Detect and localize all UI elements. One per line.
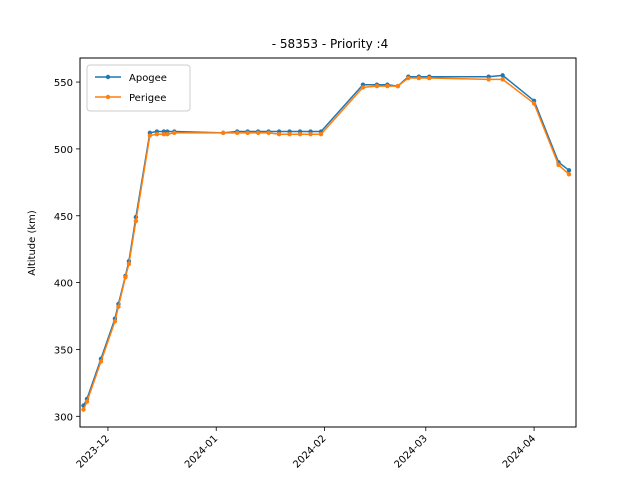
perigee-point	[147, 133, 153, 138]
perigee-point	[385, 83, 390, 89]
legend: Apogee Perigee	[86, 64, 191, 112]
legend-perigee-label: Perigee	[129, 93, 166, 104]
perigee-point	[486, 77, 491, 82]
legend-apogee-label: Apogee	[129, 73, 167, 84]
y-tick-label: 450	[54, 212, 73, 223]
perigee-point	[360, 85, 366, 90]
y-tick-label: 300	[54, 412, 73, 423]
perigee-point	[318, 132, 324, 137]
perigee-point	[427, 75, 432, 81]
perigee-point	[245, 130, 250, 136]
perigee-point	[255, 130, 261, 136]
legend-apogee-marker	[105, 74, 111, 80]
legend-perigee-marker	[105, 94, 111, 100]
y-axis-label: Altitude (km)	[27, 210, 38, 276]
perigee-point	[116, 304, 121, 309]
perigee-point	[308, 132, 313, 137]
perigee-point	[287, 132, 292, 137]
perigee-point	[221, 130, 226, 136]
perigee-point	[112, 319, 118, 324]
perigee-point	[395, 83, 401, 89]
perigee-point	[126, 261, 132, 267]
perigee-point	[297, 132, 303, 137]
perigee-point	[500, 77, 505, 82]
perigee-point	[84, 399, 90, 404]
y-tick-label: 400	[54, 279, 73, 290]
perigee-point	[276, 132, 282, 137]
y-tick-label: 550	[54, 78, 73, 89]
y-tick-label: 500	[54, 145, 73, 156]
perigee-point	[556, 162, 561, 168]
perigee-point	[234, 130, 240, 136]
perigee-point	[154, 132, 160, 137]
legend-box	[86, 64, 191, 112]
plot-frame	[79, 57, 577, 428]
perigee-point	[566, 172, 572, 177]
perigee-point	[374, 83, 380, 89]
perigee-point	[531, 101, 537, 106]
perigee-point	[165, 132, 170, 137]
perigee-point	[172, 130, 177, 136]
perigee-point	[98, 359, 104, 364]
perigee-point	[266, 130, 271, 136]
apogee-point	[566, 168, 572, 173]
chart-title: - 58353 - Priority :4	[272, 37, 388, 51]
perigee-point	[416, 75, 422, 81]
y-tick-label: 350	[54, 345, 73, 356]
perigee-point	[133, 218, 139, 224]
perigee-point	[161, 132, 167, 137]
perigee-point	[406, 75, 411, 81]
apogee-point	[500, 73, 505, 78]
plot-area	[81, 73, 572, 412]
perigee-point	[123, 275, 128, 280]
perigee-point	[81, 407, 86, 412]
